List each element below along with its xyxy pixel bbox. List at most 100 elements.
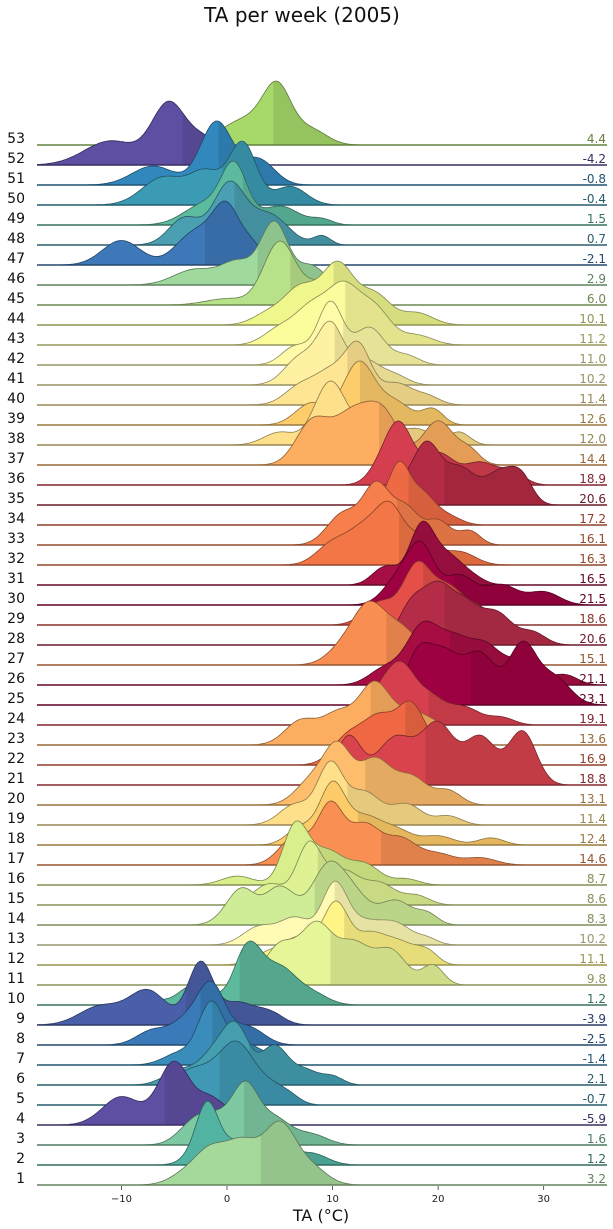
mean-label: 12.0 (579, 432, 606, 446)
week-label: 51 (7, 171, 25, 187)
ridge-area (37, 321, 607, 385)
mean-label: -0.4 (583, 192, 606, 206)
week-label: 26 (7, 671, 25, 687)
chart-title: TA per week (2005) (203, 3, 400, 27)
week-label: 12 (7, 951, 25, 967)
mean-label: 0.7 (587, 232, 606, 246)
ridge-outline (37, 160, 607, 226)
week-label: 33 (7, 531, 25, 547)
week-label: 4 (16, 1111, 25, 1127)
week-label: 1 (16, 1171, 25, 1187)
ridge-area (37, 261, 607, 325)
mean-label: -1.4 (583, 1052, 606, 1066)
mean-label: 19.1 (579, 712, 606, 726)
mean-label: 10.2 (579, 932, 606, 946)
ridge-area (37, 101, 607, 165)
week-label: 7 (16, 1051, 25, 1067)
x-tick-label: 10 (326, 1194, 339, 1205)
week-label: 48 (7, 231, 25, 247)
mean-label: -4.2 (583, 152, 606, 166)
mean-label: 11.4 (579, 392, 606, 406)
week-label: 2 (16, 1151, 25, 1167)
x-axis: −10 0 10 20 30 (111, 1186, 550, 1205)
week-label: 19 (7, 811, 25, 827)
ridge-area (37, 161, 607, 225)
week-label: 21 (7, 771, 25, 787)
week-label: 53 (7, 131, 25, 147)
mean-label: -5.9 (583, 1112, 606, 1126)
mean-label: 8.6 (587, 892, 606, 906)
mean-label: 10.1 (579, 312, 606, 326)
ridge-week-4: 4 -5.9 (16, 1060, 607, 1127)
x-tick-label: −10 (111, 1194, 132, 1205)
mean-label: 20.6 (579, 492, 606, 506)
mean-label: 2.1 (587, 1072, 606, 1086)
ridge-week-32: 32 16.3 (7, 500, 607, 567)
ridge-area (37, 801, 607, 865)
ridge-week-53: 53 4.4 (7, 80, 607, 147)
mean-label: 1.2 (587, 992, 606, 1006)
week-label: 49 (7, 211, 25, 227)
ridge-area (37, 381, 607, 445)
ridge-area (37, 181, 607, 245)
mean-label: 20.6 (579, 632, 606, 646)
ridge-mean-shade (249, 1021, 607, 1085)
ridge-mean-shade (243, 1081, 607, 1145)
mean-label: 6.0 (587, 292, 606, 306)
ridge-week-25: 25 23.1 (7, 640, 608, 707)
mean-label: -2.5 (583, 1032, 606, 1046)
week-label: 13 (7, 931, 25, 947)
week-label: 45 (7, 291, 25, 307)
x-tick-label: 0 (224, 1194, 230, 1205)
mean-label: 11.1 (579, 952, 606, 966)
mean-label: -0.8 (583, 172, 606, 186)
mean-label: 2.9 (587, 272, 606, 286)
week-label: 24 (7, 711, 25, 727)
mean-label: 21.1 (579, 672, 606, 686)
week-label: 8 (16, 1031, 25, 1047)
week-label: 41 (7, 371, 25, 387)
mean-label: 15.1 (579, 652, 606, 666)
mean-label: 16.3 (579, 552, 606, 566)
ridge-area (37, 981, 607, 1045)
ridge-area (37, 501, 607, 565)
ridge-outline (37, 1040, 607, 1106)
week-label: 17 (7, 851, 25, 867)
week-label: 25 (7, 691, 25, 707)
mean-label: -2.1 (583, 252, 606, 266)
ridge-area (37, 921, 607, 985)
ridge-week-48: 48 0.7 (7, 180, 607, 247)
week-label: 16 (7, 871, 25, 887)
mean-label: 13.6 (579, 732, 606, 746)
mean-label: 13.1 (579, 792, 606, 806)
mean-label: 8.3 (587, 912, 606, 926)
ridge-area (37, 341, 607, 405)
mean-label: 8.7 (587, 872, 606, 886)
ridge-week-1: 1 3.2 (16, 1120, 607, 1187)
mean-label: 23.1 (579, 692, 606, 706)
mean-label: 1.6 (587, 1132, 606, 1146)
week-label: 46 (7, 271, 25, 287)
week-label: 30 (7, 591, 25, 607)
ridge-week-47: 47 -2.1 (7, 200, 607, 267)
mean-label: 17.2 (579, 512, 606, 526)
week-label: 43 (7, 331, 25, 347)
ridge-outline (37, 180, 607, 246)
mean-label: 12.4 (579, 832, 606, 846)
ridge-area (37, 881, 607, 945)
ridge-week-28: 28 20.6 (7, 580, 607, 647)
week-label: 3 (16, 1131, 25, 1147)
ridge-area (37, 761, 607, 825)
ridges-group: 53 4.452 -4.251 -0.850 -0.449 1.548 0.747 -2.14… (7, 80, 608, 1187)
week-label: 22 (7, 751, 25, 767)
mean-label: 18.8 (579, 772, 606, 786)
week-label: 44 (7, 311, 25, 327)
week-label: 42 (7, 351, 25, 367)
mean-label: 21.5 (579, 592, 606, 606)
mean-label: 11.2 (579, 332, 606, 346)
mean-label: 12.6 (579, 412, 606, 426)
week-label: 52 (7, 151, 25, 167)
ridge-mean-shade (273, 81, 607, 145)
mean-label: 18.9 (579, 472, 606, 486)
